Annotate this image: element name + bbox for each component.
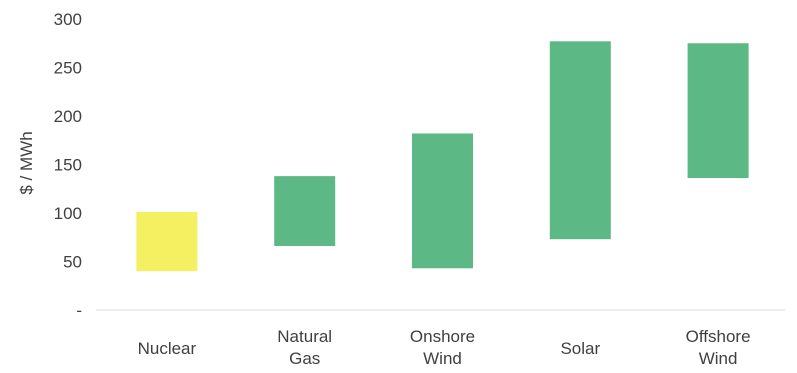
y-tick-label: 100 — [54, 204, 82, 223]
bars — [136, 41, 749, 272]
y-axis-title-group: $ / MWh — [17, 131, 36, 194]
y-tick-label: - — [76, 301, 82, 320]
y-tick-label: 250 — [54, 59, 82, 78]
range-bar — [687, 43, 749, 179]
x-category-label: Solar — [560, 339, 600, 358]
y-tick-label: 300 — [54, 10, 82, 29]
x-category-label: Nuclear — [138, 339, 197, 358]
x-category-label: Wind — [423, 349, 462, 368]
x-axis-labels: Nuclear Natural Gas Onshore Wind Solar Offshor… — [138, 327, 751, 368]
y-tick-label: 50 — [63, 253, 82, 272]
y-tick-label: 150 — [54, 156, 82, 175]
y-axis-title: $ / MWh — [17, 131, 36, 194]
x-category-label: Gas — [289, 349, 320, 368]
x-category-label: Onshore — [410, 327, 475, 346]
range-bar — [412, 133, 473, 269]
range-bar — [549, 41, 611, 240]
range-bar — [136, 212, 198, 272]
x-category-label: Wind — [699, 349, 738, 368]
x-category-label: Offshore — [686, 327, 751, 346]
x-category-label: Natural — [277, 327, 332, 346]
range-bar — [274, 176, 336, 246]
y-tick-label: 200 — [54, 107, 82, 126]
y-axis-ticks: - 50 100 150 200 250 300 — [54, 10, 82, 320]
